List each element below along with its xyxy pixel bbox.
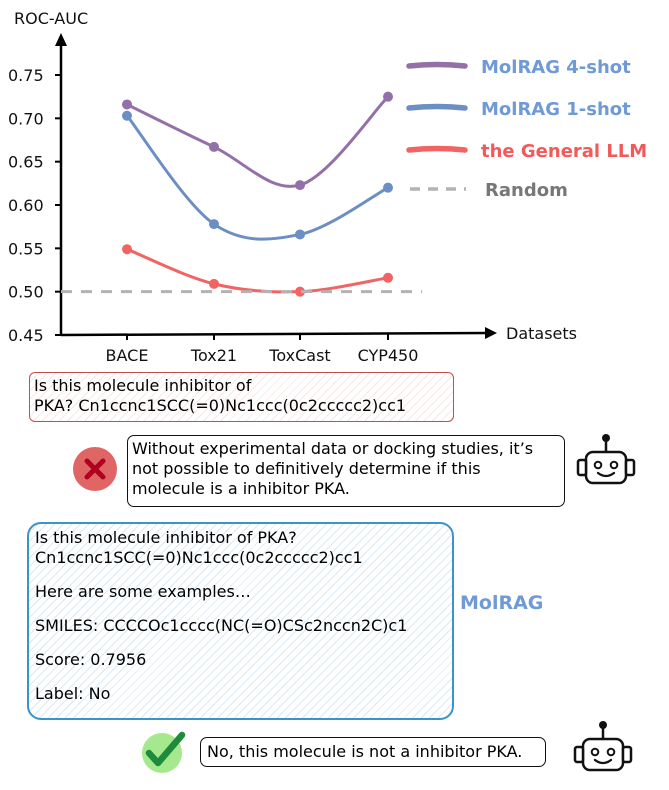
answer-line-2: not possible to definitively determine i…: [132, 459, 481, 478]
data-point: [122, 110, 132, 121]
y-tick-label: 0.45: [8, 326, 44, 345]
y-axis-ticks: 0.75 0.70 0.65 0.60 0.55 0.50 0.45: [8, 66, 61, 345]
molrag-question-line-1: Is this molecule inhibitor of PKA?: [35, 528, 297, 547]
y-tick-label: 0.50: [8, 283, 44, 302]
examples-intro: Here are some examples…: [35, 582, 251, 601]
data-point: [122, 244, 132, 255]
chart-series: [61, 91, 422, 297]
y-tick-label: 0.65: [8, 153, 44, 172]
check-icon: [145, 731, 186, 767]
x-axis-arrow-icon: [485, 327, 497, 339]
data-point: [383, 182, 393, 193]
legend-swatch: [406, 103, 468, 111]
data-point: [383, 91, 393, 102]
data-point: [295, 286, 305, 297]
example-smiles: SMILES: CCCCOc1cccc(NC(=O)CSc2nccn2C)c1: [35, 616, 408, 635]
example-label: Label: No: [35, 684, 111, 703]
robot-icon: [573, 721, 633, 772]
molrag-question-line-2: Cn1ccnc1SCC(=0)Nc1ccc(0c2ccccc2)cc1: [35, 548, 363, 567]
data-point: [209, 141, 219, 152]
general-llm-query-box: Is this molecule inhibitor of PKA? Cn1cc…: [29, 372, 454, 422]
y-tick-label: 0.60: [8, 196, 44, 215]
x-axis-ticks: BACE Tox21 ToxCast CYP450: [106, 334, 419, 365]
query-line-1: Is this molecule inhibitor of: [34, 376, 252, 395]
molrag-answer-bubble: No, this molecule is not a inhibitor PKA…: [200, 737, 546, 767]
legend-label: MolRAG 1-shot: [481, 99, 631, 120]
series-line: [125, 95, 390, 188]
y-axis-arrow-icon: [55, 33, 67, 46]
example-score: Score: 0.7956: [35, 650, 147, 669]
answer-line-1: Without experimental data or docking stu…: [132, 439, 534, 458]
legend-label: Random: [485, 180, 568, 201]
x-tick-label: Tox21: [190, 346, 237, 365]
x-axis-title: Datasets: [506, 324, 577, 343]
y-axis-title: ROC-AUC: [14, 9, 88, 28]
roc-auc-line-chart: ROC-AUC Datasets 0.75 0.70 0.65 0.60 0.55 0.5…: [8, 9, 647, 365]
x-tick-label: CYP450: [358, 346, 419, 365]
answer-line-3: molecule is a inhibitor PKA.: [132, 479, 350, 498]
y-tick-label: 0.70: [8, 109, 44, 128]
incorrect-badge: [73, 447, 117, 491]
query-line-2: PKA? Cn1ccnc1SCC(=0)Nc1ccc(0c2ccccc2)cc1: [34, 396, 407, 415]
series-line: [125, 114, 390, 241]
legend-swatch: [406, 61, 468, 69]
x-tick-label: BACE: [106, 346, 149, 365]
x-axis: [60, 331, 489, 337]
data-point: [209, 219, 219, 230]
data-point: [383, 272, 393, 283]
y-tick-label: 0.55: [8, 239, 44, 258]
y-tick-label: 0.75: [8, 66, 44, 85]
correct-badge: [142, 731, 186, 773]
molrag-label: MolRAG: [460, 592, 544, 614]
molrag-query-box: Is this molecule inhibitor of PKA? Cn1cc…: [27, 522, 454, 720]
data-point: [295, 229, 305, 240]
robot-icon: [576, 434, 636, 485]
series-line: [125, 247, 390, 294]
legend-swatch: [406, 145, 468, 153]
chart-legend: MolRAG 4-shot MolRAG 1-shot the General LL…: [406, 57, 647, 201]
legend-label: MolRAG 4-shot: [481, 57, 631, 78]
cross-icon: [84, 458, 106, 480]
data-point: [209, 278, 219, 289]
data-point: [295, 180, 305, 191]
general-llm-answer-bubble: Without experimental data or docking stu…: [127, 435, 565, 507]
x-tick-label: ToxCast: [268, 346, 330, 365]
legend-label: the General LLM: [481, 141, 647, 162]
data-point: [122, 99, 132, 110]
molrag-answer-text: No, this molecule is not a inhibitor PKA…: [207, 742, 523, 761]
